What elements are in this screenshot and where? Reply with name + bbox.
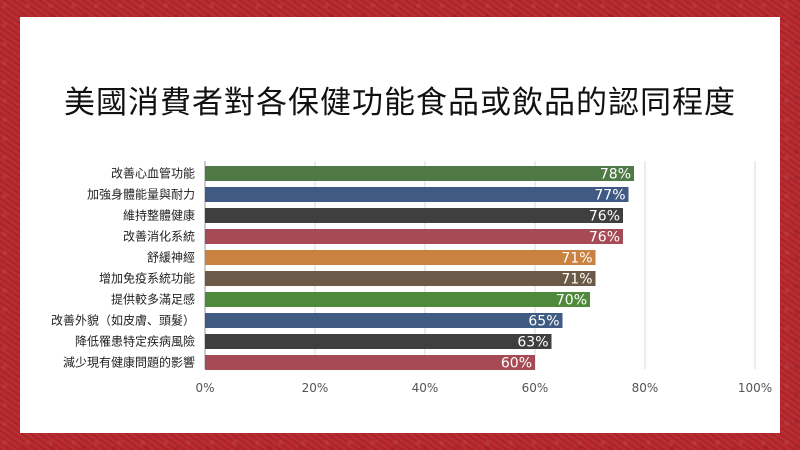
category-label: 改善外貌（如皮膚、頭髮） bbox=[51, 313, 195, 328]
category-label: 減少現有健康問題的影響 bbox=[63, 355, 195, 370]
x-tick-label: 0% bbox=[195, 381, 214, 395]
category-label: 提供較多滿足感 bbox=[111, 292, 195, 307]
slide-card: 美國消費者對各保健功能食品或飲品的認同程度 0% 20% 40% 60% 80% 100%… bbox=[20, 17, 780, 433]
data-label: 71% bbox=[561, 251, 592, 267]
x-tick-label: 40% bbox=[412, 381, 439, 395]
bar bbox=[205, 313, 563, 328]
data-label: 60% bbox=[501, 356, 532, 372]
bar bbox=[205, 271, 596, 286]
category-label: 改善心血管功能 bbox=[111, 166, 195, 181]
category-label: 增加免疫系統功能 bbox=[99, 271, 195, 286]
category-label: 維持整體健康 bbox=[123, 208, 195, 223]
bar bbox=[205, 166, 634, 181]
data-label: 71% bbox=[561, 272, 592, 288]
data-label: 76% bbox=[589, 230, 620, 246]
bar bbox=[205, 292, 590, 307]
data-label: 77% bbox=[594, 188, 625, 204]
x-tick-label: 60% bbox=[522, 381, 549, 395]
bar bbox=[205, 355, 535, 370]
category-label: 改善消化系統 bbox=[123, 229, 195, 244]
bar bbox=[205, 229, 623, 244]
category-label: 降低罹患特定疾病風險 bbox=[75, 334, 195, 349]
chart-title: 美國消費者對各保健功能食品或飲品的認同程度 bbox=[64, 85, 736, 121]
bar-chart: 0% 20% 40% 60% 80% 100% 改善心血管功能 78% 加強身體能量與耐力 77%… bbox=[51, 161, 772, 395]
x-tick-label: 20% bbox=[302, 381, 329, 395]
data-label: 65% bbox=[528, 314, 559, 330]
data-label: 63% bbox=[517, 335, 548, 351]
x-tick-label: 100% bbox=[738, 381, 772, 395]
data-label: 70% bbox=[556, 293, 587, 309]
x-tick-label: 80% bbox=[632, 381, 659, 395]
category-label: 加強身體能量與耐力 bbox=[87, 187, 195, 202]
category-label: 舒緩神經 bbox=[147, 251, 195, 265]
data-label: 78% bbox=[600, 167, 631, 183]
bar bbox=[205, 208, 623, 223]
bar bbox=[205, 187, 629, 202]
data-label: 76% bbox=[589, 209, 620, 225]
bar bbox=[205, 250, 596, 265]
bar bbox=[205, 334, 552, 349]
